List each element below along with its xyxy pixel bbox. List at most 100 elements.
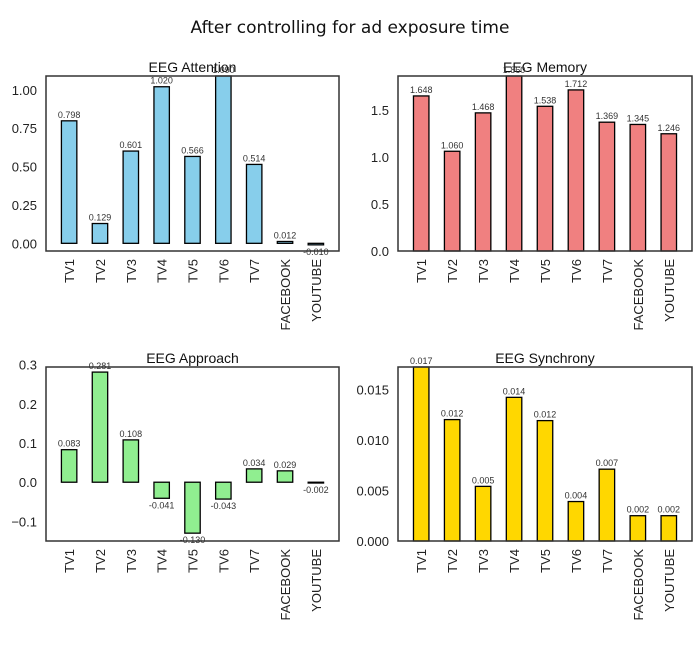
bar-tv2	[91, 222, 109, 244]
x-tick-label: YOUTUBE	[662, 259, 677, 322]
data-label: 0.002	[658, 505, 681, 515]
bar-tv5	[536, 105, 554, 252]
bar-tv1	[412, 95, 430, 252]
data-label: 0.012	[441, 409, 464, 419]
bar-tv5	[184, 155, 201, 244]
data-label: 0.034	[243, 458, 266, 468]
bar-tv4	[505, 75, 523, 252]
x-tick-label: TV3	[124, 259, 139, 283]
bar-youtube	[660, 133, 678, 252]
x-tick-label: TV2	[93, 259, 108, 283]
x-tick-label: TV5	[186, 259, 201, 283]
data-label: 0.007	[596, 458, 619, 468]
data-label: 1.345	[627, 113, 650, 123]
data-label: 0.004	[565, 491, 588, 501]
data-label: 0.014	[503, 386, 526, 396]
x-tick-label: TV6	[216, 549, 231, 573]
bar-tv3	[474, 485, 492, 542]
data-label: 1.712	[565, 79, 588, 89]
x-tick-label: TV6	[569, 259, 584, 283]
x-tick-label: FACEBOOK	[278, 259, 293, 331]
bar-youtube	[307, 481, 325, 484]
x-tick-label: TV1	[62, 549, 77, 573]
data-label: 1.369	[596, 111, 619, 121]
bar-tv1	[60, 449, 78, 483]
x-tick-label: TV7	[600, 549, 615, 573]
y-tick-label: 1.0	[371, 150, 389, 165]
x-tick-label: TV5	[538, 259, 553, 283]
data-label: -0.041	[149, 500, 175, 510]
bar-tv3	[122, 150, 140, 244]
y-tick-label: 0.2	[19, 397, 37, 412]
bar-tv2	[443, 150, 461, 252]
subplot-title: EEG Synchrony	[495, 350, 595, 366]
y-tick-label: 1.00	[12, 83, 37, 98]
subplot-eeg-approach: EEG Approach 0.083 TV1 0.281 TV2 0.108 TV3 -0.0…	[11, 350, 340, 621]
y-tick-label: 0.00	[12, 236, 37, 251]
axes-frame	[45, 366, 340, 542]
data-label: 0.012	[274, 230, 297, 240]
data-label: 0.005	[472, 475, 495, 485]
data-label: 1.468	[472, 102, 495, 112]
y-tick-label: 0.3	[19, 358, 37, 373]
data-label: 0.029	[274, 460, 297, 470]
data-label: 1.246	[658, 123, 681, 133]
x-tick-label: TV4	[507, 549, 522, 573]
data-label: -0.043	[211, 501, 237, 511]
y-tick-label: 0.005	[356, 483, 389, 498]
y-tick-label: 0.5	[371, 197, 389, 212]
bar-facebook	[276, 240, 294, 244]
y-tick-label: 0.75	[12, 121, 37, 136]
data-label: -0.010	[303, 247, 329, 257]
data-label: 0.012	[534, 410, 557, 420]
x-tick-label: TV1	[414, 259, 429, 283]
bar-youtube	[307, 242, 325, 246]
data-label: 1.648	[410, 85, 433, 95]
axes-frame	[45, 75, 340, 252]
x-tick-label: YOUTUBE	[309, 549, 324, 612]
subplot-title: EEG Memory	[503, 59, 587, 75]
x-tick-label: TV4	[155, 259, 170, 283]
bar-tv3	[122, 439, 140, 483]
bar-tv7	[598, 468, 616, 542]
data-label: 1.538	[534, 95, 557, 105]
bar-tv5	[536, 419, 554, 542]
x-tick-label: YOUTUBE	[662, 549, 677, 612]
x-tick-label: YOUTUBE	[309, 259, 324, 322]
data-label: 0.129	[89, 213, 112, 223]
y-tick-label: 1.5	[371, 103, 389, 118]
subplot-eeg-attention: EEG Attention 0.798 TV1 0.129 TV2 0.601 TV3 1.0…	[12, 59, 340, 331]
data-label: -0.130	[180, 535, 206, 545]
x-tick-label: TV4	[507, 259, 522, 283]
data-label: 1.020	[150, 76, 173, 86]
x-tick-label: TV1	[414, 549, 429, 573]
bar-youtube	[660, 515, 678, 542]
y-tick-label: 0.50	[12, 160, 37, 175]
y-tick-label: 0.015	[356, 382, 389, 397]
axes-frame	[397, 366, 693, 542]
y-tick-label: 0.000	[356, 534, 389, 549]
data-label: 1.060	[441, 140, 464, 150]
x-tick-label: TV1	[62, 259, 77, 283]
bar-tv5	[184, 481, 201, 534]
subplot-title: EEG Attention	[149, 59, 237, 75]
y-tick-label: −0.1	[11, 514, 37, 529]
x-tick-label: TV3	[476, 259, 491, 283]
data-label: 1.860	[503, 65, 526, 75]
x-tick-label: TV6	[569, 549, 584, 573]
subplot-eeg-memory: EEG Memory 1.648 TV1 1.060 TV2 1.468 TV3 1.860 T…	[371, 59, 693, 331]
x-tick-label: FACEBOOK	[631, 549, 646, 621]
bar-tv6	[214, 481, 232, 500]
bar-tv2	[91, 371, 109, 483]
x-tick-label: TV3	[124, 549, 139, 573]
y-tick-label: 0.25	[12, 198, 37, 213]
bar-tv6	[214, 75, 232, 244]
figure-title: After controlling for ad exposure time	[190, 18, 510, 38]
data-label: -0.002	[303, 485, 329, 495]
subplot-title: EEG Approach	[146, 350, 239, 366]
x-tick-label: TV7	[247, 259, 262, 283]
y-tick-label: 0.0	[371, 244, 389, 259]
data-label: 1.090	[212, 65, 235, 75]
data-label: 0.083	[58, 439, 81, 449]
